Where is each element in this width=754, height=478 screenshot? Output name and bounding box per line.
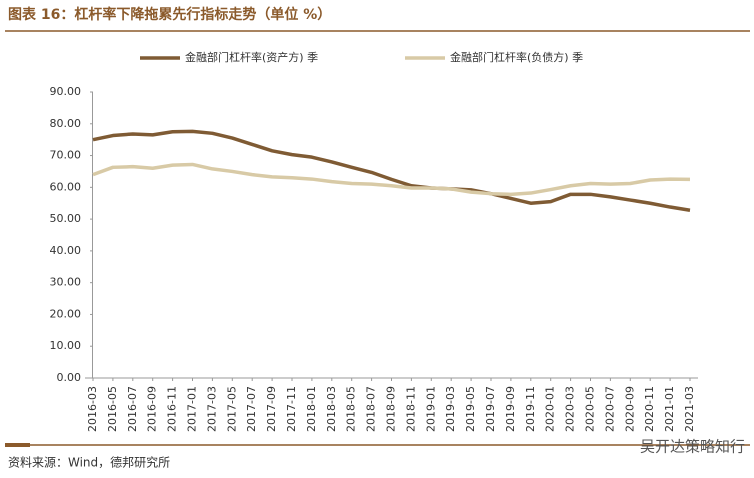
y-tick-label: 50.00 [50, 212, 82, 225]
x-tick-label: 2020-05 [584, 386, 597, 432]
watermark: 吴开达策略知行 [640, 438, 745, 456]
x-tick-label: 2018-03 [325, 386, 338, 432]
x-tick-label: 2020-01 [544, 386, 557, 432]
x-tick-label: 2016-03 [86, 386, 99, 432]
x-tick-label: 2018-07 [365, 386, 378, 432]
x-tick-label: 2019-07 [484, 386, 497, 432]
x-tick-label: 2016-05 [106, 386, 119, 432]
x-tick-label: 2019-01 [424, 386, 437, 432]
y-tick-label: 0.00 [57, 371, 82, 384]
y-tick-label: 80.00 [50, 117, 82, 130]
x-tick-label: 2016-07 [126, 386, 139, 432]
x-tick-label: 2019-09 [504, 386, 517, 432]
x-tick-label: 2018-09 [385, 386, 398, 432]
legend-label: 金融部门杠杆率(负债方) 季 [450, 50, 583, 64]
x-tick-label: 2017-01 [186, 386, 199, 432]
x-tick-label: 2018-05 [345, 386, 358, 432]
x-tick-label: 2017-11 [285, 386, 298, 432]
x-tick-label: 2017-03 [205, 386, 218, 432]
x-tick-label: 2017-05 [225, 386, 238, 432]
y-tick-label: 40.00 [50, 244, 82, 257]
y-tick-label: 90.00 [50, 85, 82, 98]
x-tick-label: 2020-11 [643, 386, 656, 432]
y-tick-label: 10.00 [50, 339, 82, 352]
x-tick-label: 2016-09 [146, 386, 159, 432]
x-tick-label: 2021-01 [663, 386, 676, 432]
y-tick-label: 30.00 [50, 276, 82, 289]
source: 资料来源：Wind，德邦研究所 [8, 455, 170, 470]
x-tick-label: 2016-11 [166, 386, 179, 432]
y-tick-label: 70.00 [50, 149, 82, 162]
x-tick-label: 2021-03 [683, 386, 696, 432]
x-tick-label: 2020-03 [564, 386, 577, 432]
x-tick-label: 2020-09 [623, 386, 636, 432]
x-tick-label: 2019-05 [464, 386, 477, 432]
x-tick-label: 2018-11 [404, 386, 417, 432]
legend-label: 金融部门杠杆率(资产方) 季 [185, 50, 318, 64]
footer-accent [5, 443, 30, 447]
title: 图表 16：杠杆率下降拖累先行指标走势（单位 %） [8, 6, 331, 23]
x-tick-label: 2017-07 [245, 386, 258, 432]
y-tick-label: 60.00 [50, 180, 82, 193]
x-tick-label: 2019-11 [524, 386, 537, 432]
y-tick-label: 20.00 [50, 307, 82, 320]
x-tick-label: 2018-01 [305, 386, 318, 432]
x-tick-label: 2020-07 [603, 386, 616, 432]
series-line [92, 162, 691, 197]
series-line [92, 129, 691, 212]
x-tick-label: 2017-09 [265, 386, 278, 432]
x-tick-label: 2019-03 [444, 386, 457, 432]
